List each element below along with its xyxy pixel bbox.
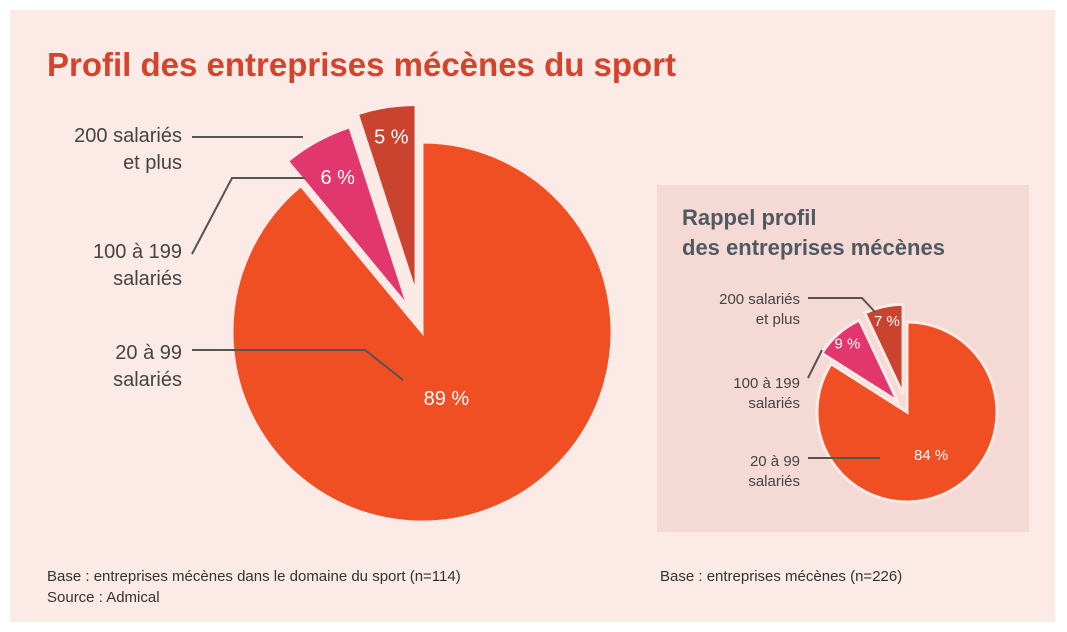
page-title: Profil des entreprises mécènes du sport bbox=[47, 46, 677, 83]
data-label: 6 % bbox=[320, 167, 355, 189]
leader-line bbox=[191, 177, 305, 255]
category-label: 20 à 99 salariés bbox=[748, 453, 800, 490]
pie-slice bbox=[819, 318, 902, 406]
category-label: 200 salariés et plus bbox=[74, 125, 182, 174]
category-label: 100 à 199 salariés bbox=[733, 375, 800, 412]
leader-line bbox=[192, 349, 404, 381]
data-label: 9 % bbox=[835, 335, 861, 352]
data-label: 5 % bbox=[374, 127, 409, 149]
data-label: 89 % bbox=[424, 388, 470, 410]
pie-slice bbox=[230, 140, 614, 524]
category-label: 100 à 199 salariés bbox=[93, 241, 182, 290]
footnote: Base : entreprises mécènes dans le domai… bbox=[47, 568, 461, 606]
pie-slice bbox=[815, 320, 999, 504]
leader-line bbox=[807, 349, 823, 379]
pie-slice bbox=[285, 124, 410, 309]
footnote: Base : entreprises mécènes (n=226) bbox=[660, 568, 903, 585]
category-label: 20 à 99 salariés bbox=[113, 342, 182, 391]
pie-slice bbox=[355, 102, 418, 295]
chart-subtitle: Rappel profil des entreprises mécènes bbox=[682, 205, 945, 260]
data-label: 7 % bbox=[874, 313, 900, 330]
pie-slice bbox=[862, 302, 905, 396]
leader-line bbox=[808, 297, 876, 313]
category-label: 200 salariés et plus bbox=[719, 291, 800, 328]
data-label: 84 % bbox=[914, 447, 948, 464]
